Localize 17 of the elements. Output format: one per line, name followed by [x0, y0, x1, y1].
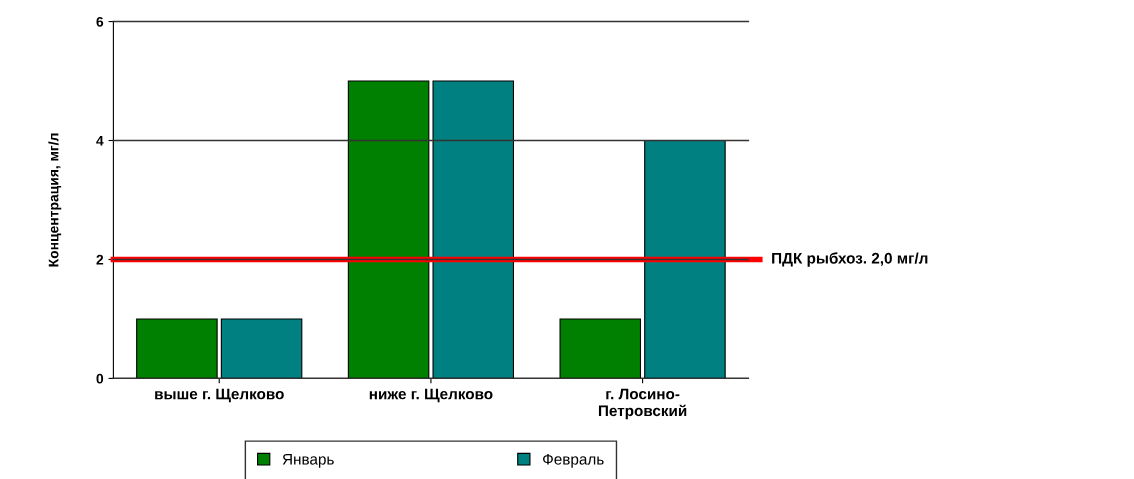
y-tick-label: 6: [96, 16, 104, 27]
bar: [220, 318, 303, 379]
bar: [644, 139, 726, 379]
y-axis-title: Концентрация, мг/л: [48, 133, 62, 267]
x-tick-label: г. Лосино- Петровский: [598, 388, 687, 420]
y-tick-label: 0: [96, 373, 104, 384]
legend-label: Февраль: [543, 453, 604, 468]
y-tick-label: 4: [96, 135, 104, 146]
bar: [136, 318, 218, 379]
x-tick-label: ниже г. Щелково: [369, 388, 493, 403]
bar: [559, 318, 642, 379]
legend-label: Январь: [282, 454, 334, 468]
bar: [432, 80, 515, 379]
ref-line-label: ПДК рыбхоз. 2,0 мг/л: [772, 252, 928, 267]
bar: [347, 80, 430, 379]
x-tick-label: выше г. Щелково: [155, 388, 284, 403]
y-tick-label: 2: [96, 254, 104, 265]
